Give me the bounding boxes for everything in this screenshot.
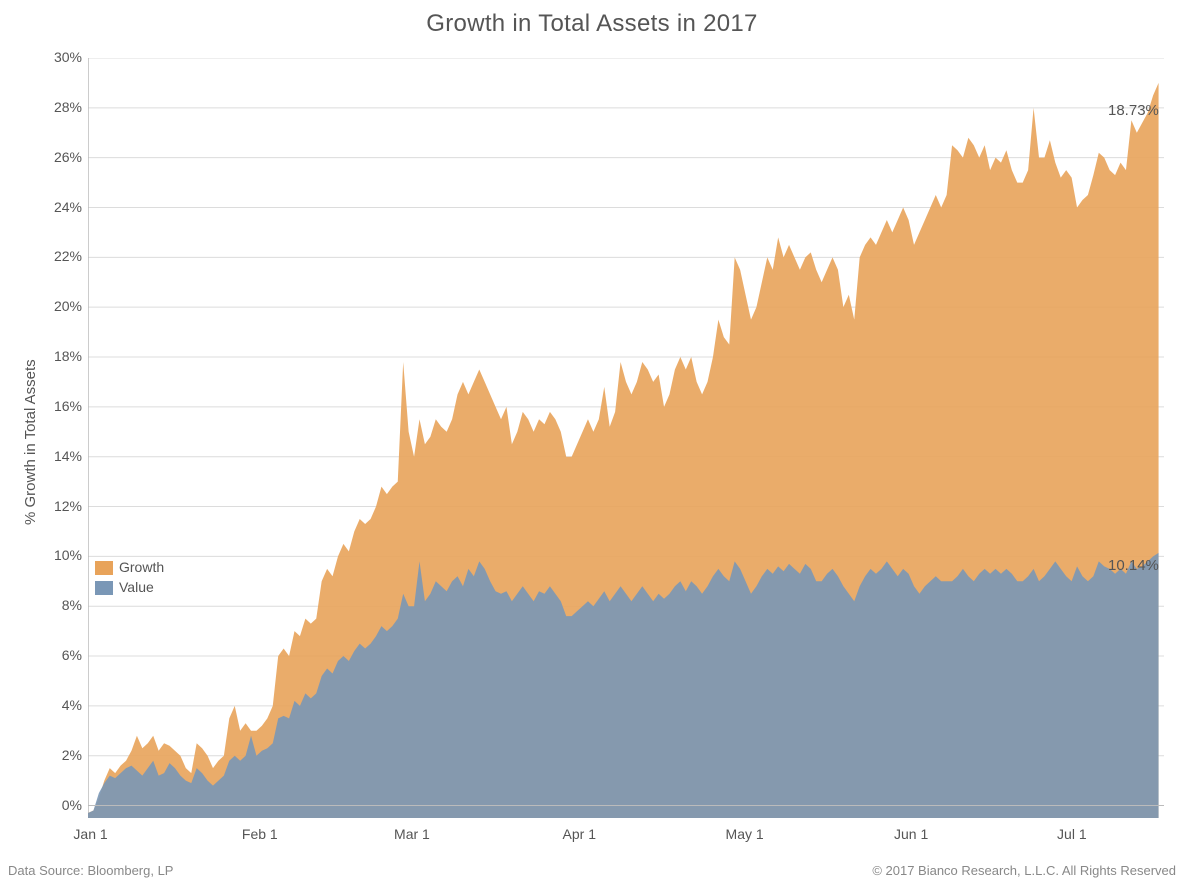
footer-source: Data Source: Bloomberg, LP xyxy=(8,863,173,878)
y-tick-label: 24% xyxy=(54,199,82,215)
y-tick-label: 18% xyxy=(54,348,82,364)
legend-item-value: Value xyxy=(95,578,164,596)
y-tick-label: 4% xyxy=(62,697,82,713)
legend-label: Value xyxy=(119,579,154,595)
x-tick-label: Jun 1 xyxy=(894,826,928,842)
y-tick-label: 10% xyxy=(54,547,82,563)
y-tick-label: 28% xyxy=(54,99,82,115)
legend: Growth Value xyxy=(95,558,164,598)
x-tick-label: May 1 xyxy=(726,826,764,842)
y-tick-label: 2% xyxy=(62,747,82,763)
y-tick-label: 16% xyxy=(54,398,82,414)
y-tick-label: 20% xyxy=(54,298,82,314)
legend-item-growth: Growth xyxy=(95,558,164,576)
x-tick-label: Jul 1 xyxy=(1057,826,1087,842)
y-tick-label: 22% xyxy=(54,248,82,264)
x-tick-label: Apr 1 xyxy=(563,826,596,842)
y-tick-label: 14% xyxy=(54,448,82,464)
y-tick-label: 8% xyxy=(62,597,82,613)
end-label-value: 10.14% xyxy=(1108,557,1159,574)
y-tick-label: 26% xyxy=(54,149,82,165)
y-tick-label: 0% xyxy=(62,797,82,813)
end-label-growth: 18.73% xyxy=(1108,102,1159,119)
plot-svg xyxy=(88,58,1164,818)
y-tick-label: 6% xyxy=(62,647,82,663)
x-tick-label: Jan 1 xyxy=(73,826,107,842)
legend-label: Growth xyxy=(119,559,164,575)
chart-container: { "chart": { "type": "area", "title": "G… xyxy=(0,0,1184,884)
y-tick-label: 12% xyxy=(54,498,82,514)
y-tick-label: 30% xyxy=(54,49,82,65)
x-tick-label: Feb 1 xyxy=(242,826,278,842)
y-axis-label: % Growth in Total Assets xyxy=(22,359,39,525)
footer-copyright: © 2017 Bianco Research, L.L.C. All Right… xyxy=(872,863,1176,878)
x-tick-label: Mar 1 xyxy=(394,826,430,842)
chart-title: Growth in Total Assets in 2017 xyxy=(0,10,1184,38)
